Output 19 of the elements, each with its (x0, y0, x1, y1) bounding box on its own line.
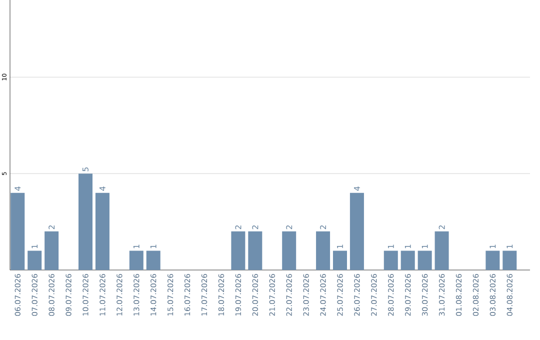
bar (400, 250, 415, 270)
bar (248, 231, 262, 270)
bar (44, 231, 59, 270)
bar (282, 231, 296, 270)
bar (95, 192, 110, 270)
bar (316, 231, 330, 270)
bar (10, 192, 25, 270)
bar (28, 250, 42, 270)
bar (332, 250, 347, 270)
bar (434, 231, 449, 270)
bar (78, 174, 93, 270)
bar (350, 192, 364, 270)
bar (129, 250, 144, 270)
bar (502, 250, 517, 270)
bar (231, 231, 246, 270)
bar (486, 250, 500, 270)
bar (146, 250, 160, 270)
bar (418, 250, 432, 270)
bar (384, 250, 398, 270)
